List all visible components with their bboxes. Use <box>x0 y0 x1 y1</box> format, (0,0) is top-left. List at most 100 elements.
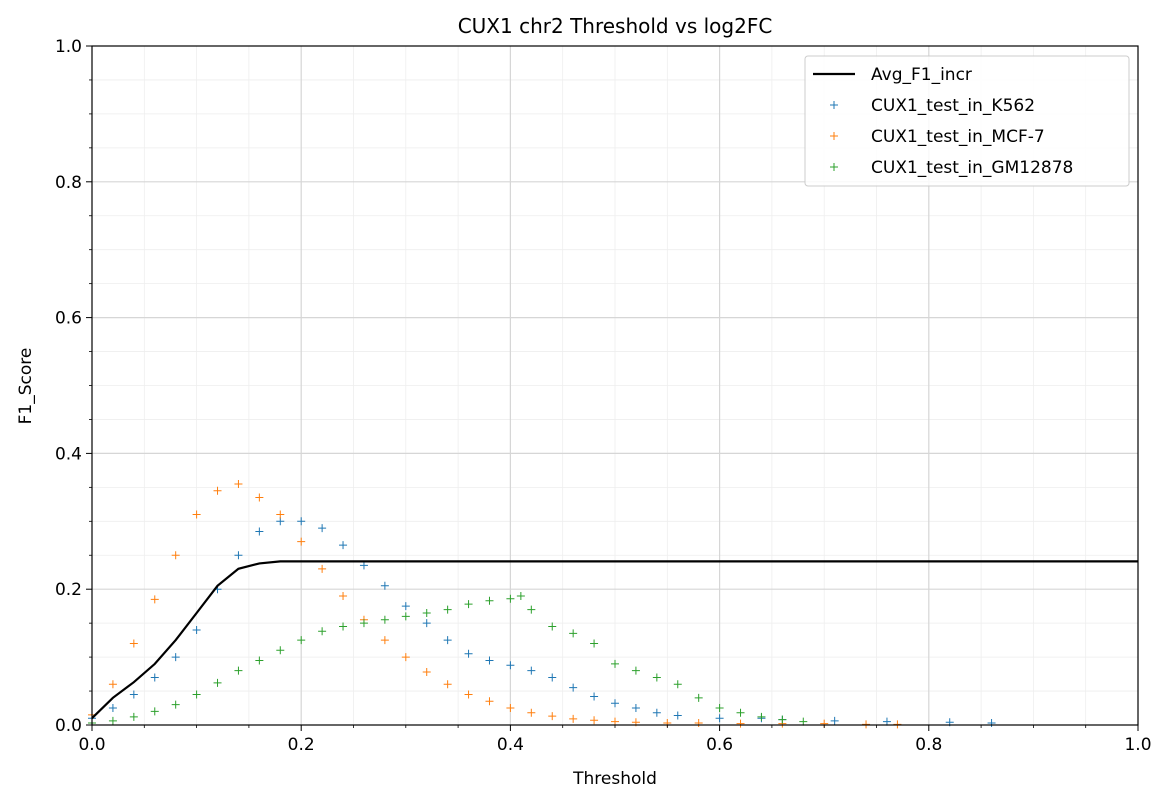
data-point-cux1-test-in-mcf-7 <box>171 551 180 560</box>
data-point-cux1-test-in-mcf-7 <box>485 697 494 706</box>
data-point-cux1-test-in-mcf-7 <box>422 668 431 677</box>
data-point-cux1-test-in-k562 <box>548 673 557 682</box>
data-point-cux1-test-in-mcf-7 <box>527 708 536 717</box>
data-point-cux1-test-in-k562 <box>527 666 536 675</box>
data-point-cux1-test-in-mcf-7 <box>443 680 452 689</box>
y-tick-label: 0.0 <box>55 716 82 736</box>
data-point-cux1-test-in-gm12878 <box>548 622 557 631</box>
tick-layer: 0.0 0.2 0.4 0.6 0.8 1.0 0.0 0.2 0.4 0.6 0.8 1.0 <box>55 37 1152 755</box>
data-point-cux1-test-in-gm12878 <box>339 622 348 631</box>
legend-label-cux1-test-in-gm12878: CUX1_test_in_GM12878 <box>871 158 1073 178</box>
data-point-cux1-test-in-k562 <box>380 581 389 590</box>
x-tick-label: 1.0 <box>1124 735 1151 755</box>
data-point-cux1-test-in-gm12878 <box>255 656 264 665</box>
data-point-cux1-test-in-gm12878 <box>611 659 619 668</box>
data-point-cux1-test-in-gm12878 <box>401 612 410 621</box>
x-tick-label: 0.6 <box>706 735 733 755</box>
data-point-cux1-test-in-k562 <box>255 527 264 536</box>
data-point-cux1-test-in-k562 <box>673 711 682 720</box>
y-tick-label: 0.2 <box>55 580 82 600</box>
series-avg-f1-incr <box>91 560 1138 719</box>
data-point-cux1-test-in-k562 <box>171 653 180 662</box>
data-point-cux1-test-in-gm12878 <box>443 605 452 614</box>
data-point-cux1-test-in-gm12878 <box>192 690 201 699</box>
data-point-cux1-test-in-mcf-7 <box>129 639 138 648</box>
data-point-cux1-test-in-gm12878 <box>213 678 222 687</box>
x-tick-label: 0.2 <box>288 735 315 755</box>
data-point-cux1-test-in-gm12878 <box>485 596 494 605</box>
y-tick-label: 0.4 <box>55 444 82 464</box>
data-point-cux1-test-in-mcf-7 <box>401 653 410 662</box>
data-point-cux1-test-in-k562 <box>422 619 431 628</box>
data-point-cux1-test-in-gm12878 <box>318 627 327 636</box>
series-cux1-test-in-gm12878 <box>88 591 808 727</box>
x-axis-label: Threshold <box>572 769 657 789</box>
data-point-cux1-test-in-k562 <box>297 517 306 526</box>
data-point-cux1-test-in-mcf-7 <box>569 714 578 723</box>
data-point-cux1-test-in-mcf-7 <box>108 680 117 689</box>
data-point-cux1-test-in-mcf-7 <box>694 718 703 727</box>
series-line-avg-f1-incr <box>91 560 1138 719</box>
data-point-cux1-test-in-k562 <box>129 690 138 699</box>
data-point-cux1-test-in-gm12878 <box>380 615 389 624</box>
data-point-cux1-test-in-k562 <box>652 708 661 717</box>
data-point-cux1-test-in-k562 <box>234 551 243 560</box>
data-point-cux1-test-in-gm12878 <box>694 693 703 702</box>
data-point-cux1-test-in-mcf-7 <box>736 719 745 728</box>
chart-title: CUX1 chr2 Threshold vs log2FC <box>458 14 773 38</box>
data-point-cux1-test-in-gm12878 <box>569 629 578 638</box>
data-point-cux1-test-in-mcf-7 <box>893 720 902 729</box>
data-point-cux1-test-in-k562 <box>715 714 724 723</box>
data-point-cux1-test-in-gm12878 <box>129 712 138 721</box>
data-point-cux1-test-in-gm12878 <box>108 716 117 725</box>
data-point-cux1-test-in-k562 <box>464 649 473 658</box>
data-point-cux1-test-in-gm12878 <box>297 636 306 645</box>
data-point-cux1-test-in-mcf-7 <box>276 510 285 519</box>
data-point-cux1-test-in-k562 <box>192 625 201 634</box>
y-axis-label: F1_Score <box>16 348 36 425</box>
data-point-cux1-test-in-gm12878 <box>715 704 724 713</box>
x-tick-label: 0.4 <box>497 735 524 755</box>
data-point-cux1-test-in-gm12878 <box>799 717 808 726</box>
data-point-cux1-test-in-k562 <box>506 661 515 670</box>
data-point-cux1-test-in-gm12878 <box>516 591 525 600</box>
data-point-cux1-test-in-k562 <box>830 716 839 725</box>
data-point-cux1-test-in-gm12878 <box>276 646 285 655</box>
legend: Avg_F1_incr CUX1_test_in_K562 CUX1_test_in… <box>804 55 1130 187</box>
y-tick-label: 1.0 <box>55 37 82 57</box>
data-point-cux1-test-in-k562 <box>108 704 117 713</box>
data-point-cux1-test-in-mcf-7 <box>590 716 599 725</box>
data-point-cux1-test-in-k562 <box>590 692 599 701</box>
data-point-cux1-test-in-k562 <box>443 636 452 645</box>
legend-label-avg-f1-incr: Avg_F1_incr <box>871 65 972 85</box>
legend-label-cux1-test-in-mcf-7: CUX1_test_in_MCF-7 <box>871 127 1045 147</box>
data-point-cux1-test-in-gm12878 <box>150 707 159 716</box>
data-point-cux1-test-in-mcf-7 <box>548 712 557 721</box>
legend-swatch-cux1-test-in-k562 <box>830 101 838 109</box>
data-point-cux1-test-in-k562 <box>882 717 891 726</box>
data-point-cux1-test-in-gm12878 <box>234 666 243 675</box>
data-point-cux1-test-in-k562 <box>359 561 368 570</box>
x-tick-label: 0.8 <box>915 735 942 755</box>
data-point-cux1-test-in-gm12878 <box>506 594 515 603</box>
y-tick-label: 0.6 <box>55 309 82 329</box>
data-point-cux1-test-in-gm12878 <box>757 712 766 721</box>
data-point-cux1-test-in-gm12878 <box>527 605 536 614</box>
data-point-cux1-test-in-mcf-7 <box>213 486 222 495</box>
data-point-cux1-test-in-mcf-7 <box>464 690 473 699</box>
legend-swatch-cux1-test-in-gm12878 <box>830 163 838 171</box>
data-point-cux1-test-in-mcf-7 <box>862 720 871 729</box>
data-point-cux1-test-in-mcf-7 <box>339 591 348 600</box>
data-point-cux1-test-in-mcf-7 <box>506 704 515 713</box>
data-point-cux1-test-in-k562 <box>631 704 640 713</box>
x-tick-label: 0.0 <box>78 735 105 755</box>
data-point-cux1-test-in-gm12878 <box>590 639 599 648</box>
data-point-cux1-test-in-mcf-7 <box>255 493 264 502</box>
data-point-cux1-test-in-gm12878 <box>464 600 473 609</box>
data-point-cux1-test-in-k562 <box>318 524 327 533</box>
data-point-cux1-test-in-gm12878 <box>631 666 640 675</box>
data-point-cux1-test-in-gm12878 <box>422 608 431 617</box>
data-point-cux1-test-in-k562 <box>150 673 159 682</box>
data-point-cux1-test-in-mcf-7 <box>611 717 619 726</box>
data-point-cux1-test-in-k562 <box>401 602 410 611</box>
